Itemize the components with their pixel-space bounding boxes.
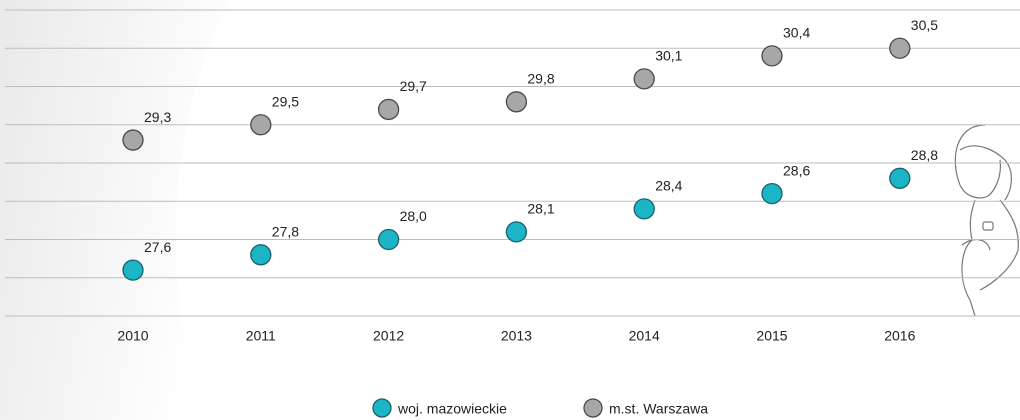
data-point	[634, 199, 654, 219]
legend-label: m.st. Warszawa	[609, 401, 708, 417]
data-label: 28,4	[655, 178, 682, 194]
x-tick-label: 2016	[884, 328, 915, 344]
data-label: 30,4	[783, 25, 810, 41]
data-label: 30,1	[655, 48, 682, 64]
data-point	[123, 260, 143, 280]
legend-label: woj. mazowieckie	[397, 401, 507, 417]
data-label: 28,8	[911, 147, 938, 163]
legend-marker	[584, 399, 602, 417]
data-point	[634, 69, 654, 89]
data-point	[762, 184, 782, 204]
x-tick-label: 2013	[501, 328, 532, 344]
data-label: 30,5	[911, 17, 938, 33]
x-tick-label: 2015	[756, 328, 787, 344]
data-point	[506, 222, 526, 242]
data-point	[506, 92, 526, 112]
x-tick-label: 2012	[373, 328, 404, 344]
data-point	[379, 230, 399, 250]
data-label: 29,8	[527, 71, 554, 87]
data-point	[251, 115, 271, 135]
data-point	[762, 46, 782, 66]
data-label: 29,5	[272, 93, 299, 109]
data-point	[123, 130, 143, 150]
data-point	[251, 245, 271, 265]
data-label: 27,8	[272, 224, 299, 240]
data-label: 28,6	[783, 162, 810, 178]
x-tick-label: 2011	[246, 328, 276, 344]
data-label: 29,3	[144, 109, 171, 125]
data-label: 28,1	[527, 201, 554, 217]
legend-marker	[373, 399, 391, 417]
x-tick-label: 2010	[117, 328, 148, 344]
x-tick-label: 2014	[629, 328, 660, 344]
data-label: 29,7	[400, 78, 427, 94]
data-label: 28,0	[400, 208, 427, 224]
illustration	[955, 125, 1018, 316]
data-point	[890, 168, 910, 188]
data-point	[379, 99, 399, 119]
background-shade	[0, 0, 230, 420]
data-point	[890, 38, 910, 58]
data-label: 27,6	[144, 239, 171, 255]
chart: 2010 2011 2012 2013 2014 2015 2016 27,6 27,8 28,0…	[0, 0, 1020, 420]
